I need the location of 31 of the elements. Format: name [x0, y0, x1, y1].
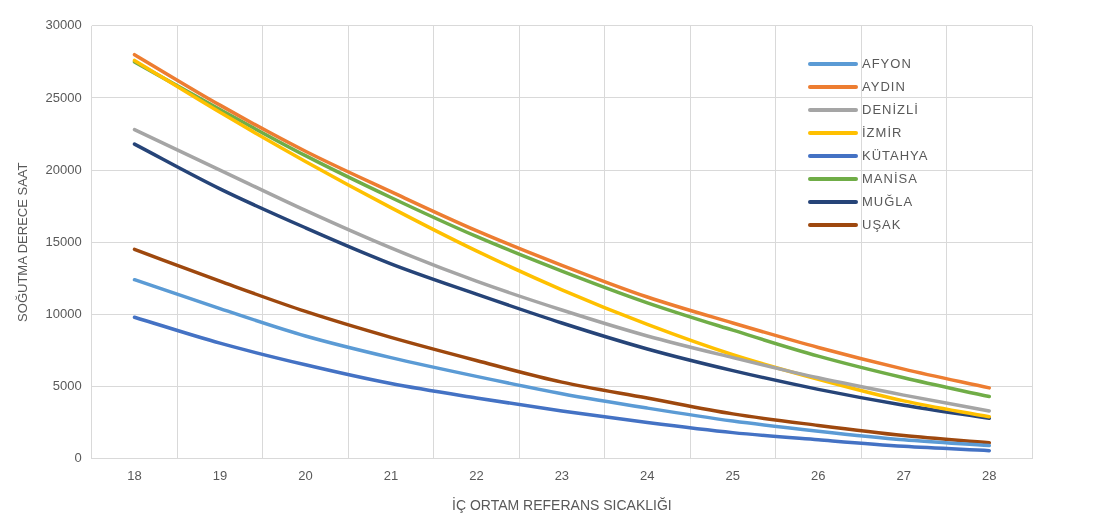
x-tick-label: 26 [811, 467, 826, 483]
x-tick-label: 19 [212, 467, 228, 483]
line-series [132, 315, 992, 453]
legend-label: MUĞLA [862, 194, 914, 209]
y-tick-label: 30000 [45, 17, 82, 33]
x-tick-label: 24 [640, 467, 655, 483]
y-tick-label: 5000 [52, 378, 82, 394]
legend-label: İZMİR [862, 125, 903, 140]
y-axis-title: SOĞUTMA DERECE SAAT [15, 162, 31, 322]
line-series [132, 247, 992, 445]
x-tick-label: 23 [554, 467, 570, 483]
legend-label: AYDIN [862, 79, 906, 94]
y-tick-label: 15000 [45, 233, 82, 249]
x-tick-label: 27 [896, 467, 912, 483]
x-tick-label: 28 [982, 467, 997, 483]
legend-label: MANİSA [862, 171, 918, 186]
y-tick-label: 25000 [45, 89, 82, 105]
legend-label: AFYON [862, 56, 912, 71]
line-series [132, 277, 992, 448]
x-axis-title: İÇ ORTAM REFERANS SICAKLIĞI [452, 496, 672, 514]
legend-label: KÜTAHYA [862, 148, 929, 163]
y-tick-label: 10000 [45, 305, 82, 321]
legend-label: DENİZLİ [862, 102, 919, 117]
x-tick-label: 22 [469, 467, 484, 483]
x-tick-label: 18 [127, 467, 142, 483]
y-tick-label: 0 [74, 450, 82, 466]
y-tick-label: 20000 [45, 161, 82, 177]
x-tick-label: 21 [383, 467, 399, 483]
legend-label: UŞAK [862, 217, 902, 232]
x-tick-label: 20 [298, 467, 313, 483]
x-tick-label: 25 [725, 467, 741, 483]
